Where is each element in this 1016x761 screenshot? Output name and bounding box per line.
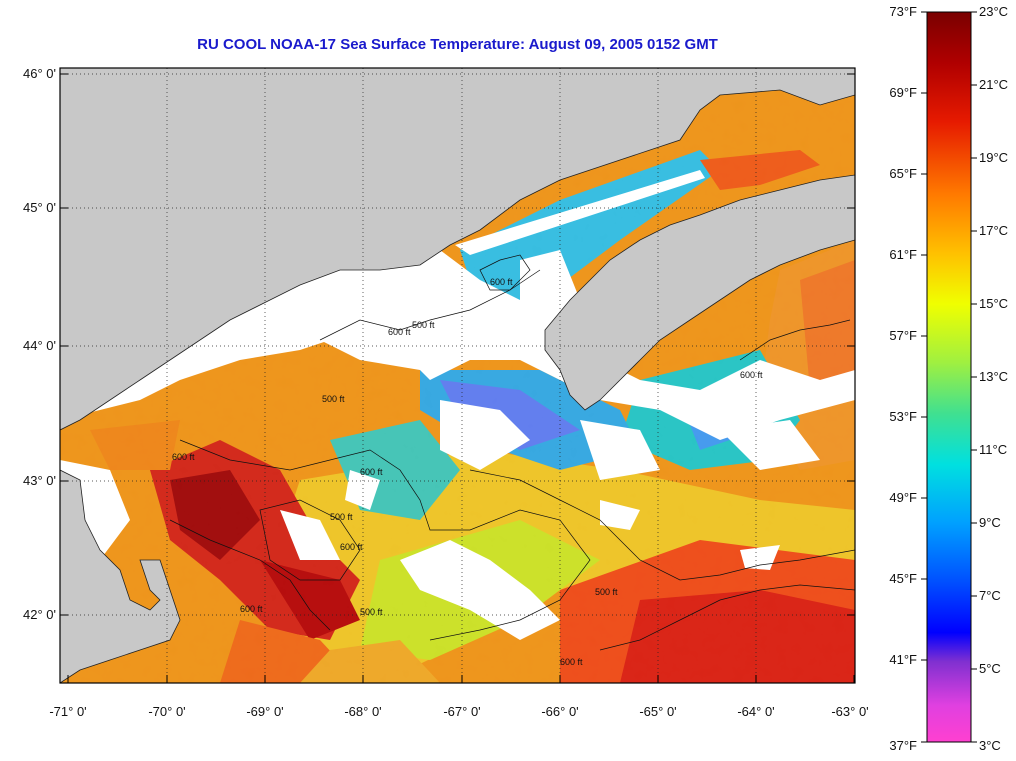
contour-label: 600 ft: [360, 467, 383, 477]
contour-label: 500 ft: [360, 607, 383, 617]
colorbar-label-f: 61°F: [889, 247, 917, 262]
depth-contours: [169, 254, 855, 651]
lon-label: -68° 0': [344, 704, 381, 719]
colorbar-label-c: 5°C: [979, 661, 1001, 676]
colorbar-label-f: 41°F: [889, 652, 917, 667]
lon-label: -67° 0': [443, 704, 480, 719]
lon-label: -64° 0': [737, 704, 774, 719]
colorbar-label-f: 65°F: [889, 166, 917, 181]
lat-label: 45° 0': [23, 200, 56, 215]
contour-label: 600 ft: [740, 370, 763, 380]
colorbar-label-c: 21°C: [979, 77, 1008, 92]
lon-label: -69° 0': [246, 704, 283, 719]
contour-label: 600 ft: [388, 327, 411, 337]
frame-ticks: [60, 73, 855, 683]
colorbar: [926, 11, 972, 743]
contour-label: 600 ft: [172, 452, 195, 462]
colorbar-label-f: 45°F: [889, 571, 917, 586]
land: [60, 68, 855, 683]
colorbar-label-c: 3°C: [979, 738, 1001, 753]
map-title: RU COOL NOAA-17 Sea Surface Temperature:…: [197, 36, 718, 53]
lat-label: 46° 0': [23, 66, 56, 81]
contour-label: 600 ft: [340, 542, 363, 552]
contour-label: 600 ft: [560, 657, 583, 667]
colorbar-label-f: 49°F: [889, 490, 917, 505]
lat-label: 42° 0': [23, 607, 56, 622]
contour-label: 500 ft: [322, 394, 345, 404]
lon-label: -65° 0': [639, 704, 676, 719]
contour-label: 500 ft: [330, 512, 353, 522]
lat-label: 43° 0': [23, 473, 56, 488]
colorbar-label-c: 7°C: [979, 588, 1001, 603]
lat-lon-grid: [60, 68, 855, 683]
colorbar-label-c: 19°C: [979, 150, 1008, 165]
lon-label: -70° 0': [148, 704, 185, 719]
colorbar-ticks: [921, 11, 977, 743]
contour-label: 500 ft: [412, 320, 435, 330]
contour-label: 600 ft: [240, 604, 263, 614]
colorbar-fahrenheit-labels: 73°F 69°F 65°F 61°F 57°F 53°F 49°F 45°F …: [889, 4, 917, 753]
lon-label: -63° 0': [831, 704, 868, 719]
colorbar-label-f: 57°F: [889, 328, 917, 343]
colorbar-label-f: 53°F: [889, 409, 917, 424]
colorbar-label-c: 11°C: [979, 442, 1007, 457]
colorbar-label-f: 73°F: [889, 4, 917, 19]
lat-label: 44° 0': [23, 338, 56, 353]
colorbar-label-c: 23°C: [979, 4, 1008, 19]
contour-label: 500 ft: [595, 587, 618, 597]
colorbar-label-c: 9°C: [979, 515, 1001, 530]
lon-label: -71° 0': [49, 704, 86, 719]
lat-labels: 46° 0' 45° 0' 44° 0' 43° 0' 42° 0': [23, 66, 56, 622]
contour-label: 600 ft: [490, 277, 513, 287]
colorbar-label-c: 13°C: [979, 369, 1008, 384]
colorbar-label-c: 15°C: [979, 296, 1008, 311]
colorbar-label-f: 37°F: [889, 738, 917, 753]
colorbar-label-f: 69°F: [889, 85, 917, 100]
lon-label: -66° 0': [541, 704, 578, 719]
colorbar-celsius-labels: 23°C 21°C 19°C 17°C 15°C 13°C 11°C 9°C 7…: [979, 4, 1008, 753]
lon-labels: -71° 0' -70° 0' -69° 0' -68° 0' -67° 0' …: [49, 704, 868, 719]
map-frame: [59, 67, 856, 684]
colorbar-label-c: 17°C: [979, 223, 1008, 238]
contour-labels: 600 ft 500 ft 600 ft 600 ft 500 ft 600 f…: [172, 277, 763, 667]
